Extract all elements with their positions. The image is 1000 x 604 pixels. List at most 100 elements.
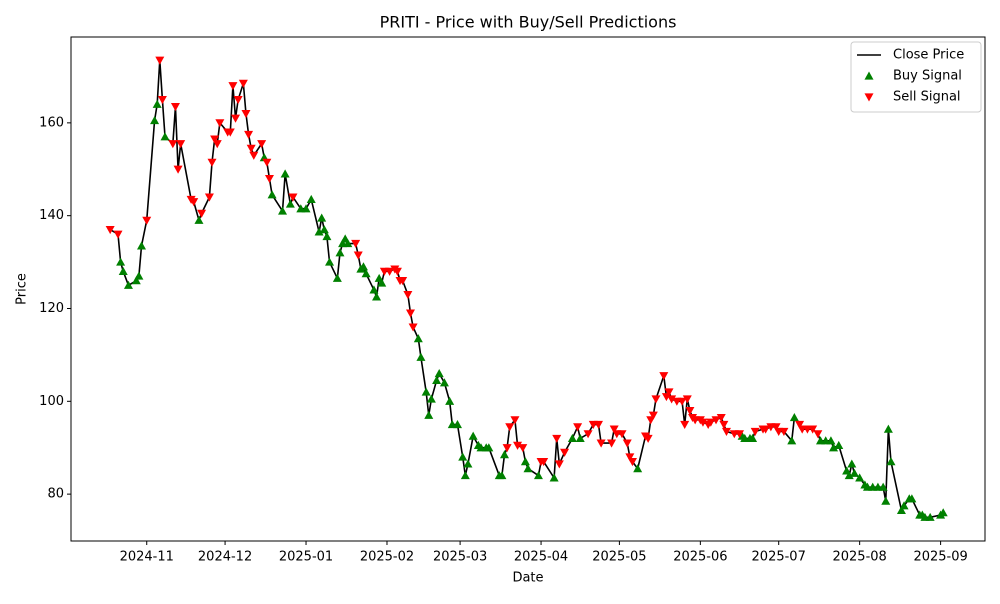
buy-marker	[899, 501, 909, 510]
buy-marker	[332, 273, 342, 282]
x-tick-label: 2025-08	[832, 550, 886, 565]
buy-marker	[424, 410, 434, 419]
buy-marker	[445, 396, 455, 405]
buy-marker	[925, 512, 935, 521]
sell-marker	[813, 430, 823, 439]
buy-marker	[855, 473, 865, 482]
buy-marker	[883, 424, 893, 433]
buy-marker	[844, 471, 854, 480]
buy-marker	[358, 262, 368, 271]
sell-marker	[197, 209, 207, 218]
buy-marker	[280, 169, 290, 178]
sell-marker	[385, 267, 395, 276]
sell-marker	[105, 225, 115, 235]
y-tick-label: 160	[39, 115, 64, 130]
y-tick-label: 100	[39, 394, 64, 409]
buy-marker	[314, 227, 324, 236]
sell-marker	[617, 430, 627, 439]
buy-marker	[458, 452, 468, 461]
sell-marker	[680, 420, 690, 430]
buy-marker	[325, 257, 335, 266]
buy-marker	[575, 433, 585, 443]
sell-marker	[771, 423, 781, 432]
buy-marker	[497, 471, 507, 480]
buy-marker	[322, 232, 332, 241]
x-tick-label: 2025-05	[592, 550, 646, 565]
sell-marker	[405, 309, 415, 318]
buy-marker	[377, 278, 387, 287]
sell-marker	[659, 372, 669, 381]
sell-marker	[685, 406, 695, 416]
sell-marker	[513, 441, 523, 450]
sell-marker	[719, 420, 729, 430]
buy-marker	[137, 241, 147, 250]
sell-marker	[750, 427, 760, 436]
y-tick-label: 80	[47, 487, 64, 502]
buy-marker	[452, 420, 462, 429]
sell-marker	[157, 96, 167, 105]
x-tick-label: 2025-09	[913, 550, 967, 565]
buy-marker	[633, 464, 643, 473]
sell-marker	[238, 79, 248, 88]
sell-marker	[609, 425, 619, 434]
sell-marker	[711, 416, 721, 425]
sell-marker	[204, 193, 214, 202]
sell-marker	[706, 418, 716, 427]
sell-marker	[215, 119, 225, 128]
x-tick-label: 2025-02	[360, 550, 414, 565]
legend-marker	[864, 93, 874, 102]
sell-marker	[594, 420, 604, 430]
sell-marker	[233, 96, 243, 105]
sell-marker	[505, 423, 515, 432]
sell-marker	[231, 114, 241, 123]
buy-marker	[878, 482, 888, 491]
buy-marker	[413, 334, 423, 343]
sell-marker	[625, 453, 635, 462]
buy-marker	[421, 387, 431, 396]
sell-marker	[155, 56, 165, 65]
x-tick-label: 2025-03	[433, 550, 487, 565]
buy-marker	[826, 436, 836, 445]
buy-marker	[938, 508, 948, 517]
buy-marker	[432, 375, 442, 385]
sell-marker	[552, 434, 562, 443]
buy-marker	[301, 204, 311, 213]
legend-label: Close Price	[893, 48, 964, 63]
buy-marker	[460, 471, 470, 480]
sell-marker	[667, 395, 677, 404]
y-tick-label: 140	[39, 208, 64, 223]
sell-marker	[596, 439, 606, 448]
buy-marker	[416, 352, 426, 361]
buy-marker	[160, 132, 170, 141]
buy-marker	[343, 239, 353, 248]
sell-marker	[502, 444, 512, 453]
sell-marker	[698, 418, 708, 427]
chart-title: PRITI - Price with Buy/Sell Predictions	[380, 13, 677, 32]
sell-marker	[554, 460, 564, 469]
buy-marker	[123, 280, 133, 289]
buy-marker	[549, 473, 559, 482]
buy-marker	[468, 431, 478, 440]
legend-box	[850, 41, 982, 113]
sell-marker	[583, 430, 593, 439]
x-tick-label: 2024-12	[198, 550, 252, 565]
sell-marker	[351, 239, 361, 249]
buy-marker	[319, 225, 329, 234]
buy-marker	[849, 468, 859, 477]
buy-marker	[789, 413, 799, 422]
sell-marker	[241, 109, 251, 119]
sell-marker	[510, 416, 520, 425]
sell-marker	[288, 193, 298, 202]
sell-marker	[398, 277, 408, 286]
sell-marker	[539, 458, 549, 467]
buy-marker	[439, 378, 449, 387]
x-tick-label: 2024-11	[120, 550, 174, 565]
sell-marker	[682, 395, 692, 404]
sell-marker	[643, 434, 653, 443]
sell-marker	[212, 140, 222, 149]
buy-marker	[847, 459, 857, 468]
sell-marker	[225, 128, 235, 137]
